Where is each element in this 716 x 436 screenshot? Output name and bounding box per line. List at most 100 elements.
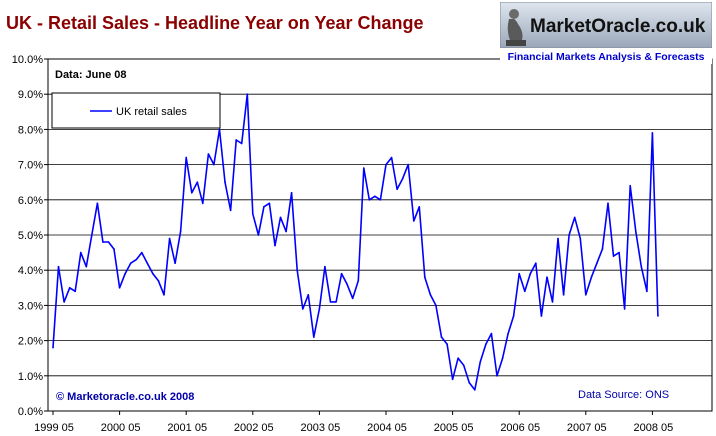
data-point — [546, 276, 548, 279]
data-point — [374, 195, 376, 198]
logo-site-name: MarketOracle.co.uk — [530, 16, 706, 37]
data-point — [568, 234, 570, 236]
data-point — [634, 230, 637, 233]
data-point — [124, 272, 126, 275]
data-point — [163, 294, 165, 296]
data-point — [152, 272, 154, 275]
data-point — [74, 290, 76, 293]
x-tick-label: 2007 05 — [567, 422, 607, 434]
data-point — [646, 290, 648, 293]
data-point — [301, 308, 304, 310]
data-point — [190, 191, 193, 194]
marketoracle-logo: MarketOracle.co.uk Financial Markets Ana… — [499, 1, 713, 64]
data-point — [640, 265, 643, 268]
data-point — [202, 202, 204, 205]
data-point — [57, 265, 60, 268]
copyright-note: © Marketoracle.co.uk 2008 — [56, 391, 194, 403]
data-point — [490, 332, 493, 335]
x-tick-label: 2000 05 — [101, 422, 141, 434]
data-point — [246, 93, 249, 95]
y-tick-label: 5.0% — [18, 230, 43, 242]
data-point — [496, 375, 498, 377]
data-point — [573, 216, 576, 219]
data-point — [107, 241, 110, 243]
data-point — [285, 230, 287, 233]
data-source-note: Data Source: ONS — [578, 389, 669, 401]
data-date-label: Data: June 08 — [55, 69, 127, 81]
data-point — [129, 262, 132, 264]
data-point — [418, 206, 421, 208]
data-point — [135, 258, 138, 261]
data-point — [213, 163, 215, 166]
data-point — [207, 153, 210, 155]
data-point — [512, 315, 515, 317]
data-point — [290, 191, 293, 194]
data-point — [401, 177, 404, 180]
data-point — [52, 346, 54, 349]
data-point — [257, 234, 260, 236]
data-point — [479, 360, 482, 363]
data-point — [612, 255, 615, 257]
data-point — [235, 139, 237, 141]
data-point — [579, 237, 582, 240]
x-tick-label: 2006 05 — [500, 422, 540, 434]
x-tick-label: 2005 05 — [434, 422, 474, 434]
data-point — [63, 301, 65, 303]
data-point — [363, 167, 365, 169]
data-point — [429, 294, 432, 296]
data-point — [601, 248, 604, 250]
data-point — [629, 184, 631, 187]
data-point — [529, 272, 532, 275]
data-point — [218, 128, 221, 131]
data-point — [457, 357, 459, 360]
data-point — [357, 279, 360, 282]
data-point — [118, 287, 121, 289]
data-point — [329, 301, 332, 303]
data-point — [412, 220, 415, 222]
data-point — [468, 382, 471, 384]
data-point — [240, 142, 243, 145]
data-point — [501, 357, 504, 360]
data-point — [268, 202, 271, 205]
x-tick-label: 2004 05 — [367, 422, 407, 434]
data-point — [507, 332, 509, 335]
y-tick-label: 4.0% — [18, 265, 43, 277]
x-tick-label: 2001 05 — [167, 422, 207, 434]
data-point — [551, 301, 554, 303]
data-point — [185, 156, 187, 159]
x-tick-label: 2008 05 — [634, 422, 674, 434]
data-point — [168, 237, 171, 240]
data-point — [340, 272, 343, 275]
y-tick-label: 9.0% — [18, 89, 43, 101]
data-point — [451, 378, 454, 381]
data-point — [618, 251, 620, 254]
data-point — [157, 279, 160, 282]
x-tick-label: 2003 05 — [301, 422, 341, 434]
x-tick-label: 2002 05 — [234, 422, 274, 434]
data-point — [224, 181, 226, 183]
data-point — [535, 262, 537, 264]
data-point — [174, 262, 176, 264]
data-point — [146, 262, 149, 264]
data-point — [351, 297, 354, 300]
logo-graphic: MarketOracle.co.uk Financial Markets Ana… — [499, 1, 713, 64]
data-point — [562, 294, 565, 296]
data-point — [424, 276, 426, 279]
data-point — [335, 301, 337, 303]
data-point — [657, 315, 659, 317]
data-point — [596, 262, 598, 264]
data-point — [252, 213, 254, 215]
data-point — [318, 308, 321, 310]
y-tick-label: 7.0% — [18, 160, 43, 172]
legend: UK retail sales — [51, 92, 221, 129]
logo-tagline-band — [500, 48, 712, 64]
data-point — [102, 241, 104, 243]
data-point — [435, 304, 437, 307]
data-point — [440, 336, 443, 338]
data-point — [523, 290, 526, 293]
data-point — [91, 234, 93, 236]
data-point — [462, 364, 465, 367]
data-point — [346, 283, 348, 286]
data-point — [279, 216, 282, 219]
y-tick-label: 10.0% — [12, 54, 43, 66]
